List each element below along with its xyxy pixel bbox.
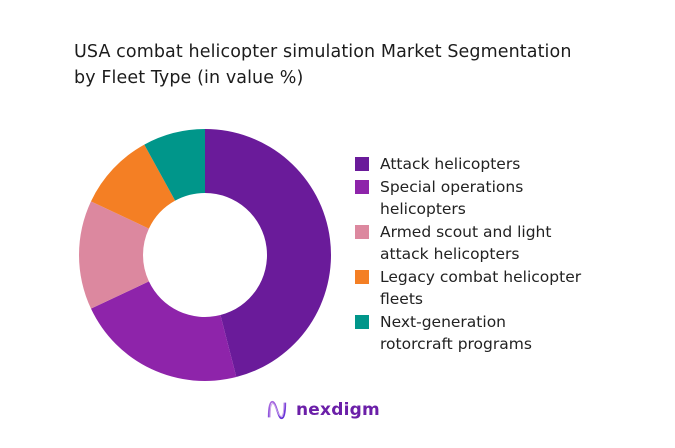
legend-label: fleets (380, 290, 423, 308)
chart-legend: Attack helicopters Special operations he… (355, 153, 615, 356)
donut-slice-attack-helicopters (205, 129, 332, 378)
legend-swatch (355, 269, 369, 284)
legend-label: helicopters (380, 200, 466, 218)
legend-swatch (355, 157, 369, 171)
legend-label: Attack helicopters (380, 155, 521, 173)
legend-label: rotorcraft programs (380, 335, 532, 353)
legend-item-next-generation: Next-generation rotorcraft programs (355, 311, 615, 356)
logo-text: nexdigm (296, 400, 380, 420)
legend-label: Armed scout and light (380, 222, 552, 241)
chart-title: USA combat helicopter simulation Market … (74, 39, 634, 91)
legend-label: Next-generation (380, 312, 506, 331)
donut-slice-next-generation-rotorcraft-programs (144, 129, 205, 201)
legend-item-attack-helicopters: Attack helicopters (355, 153, 615, 176)
legend-swatch (355, 314, 369, 329)
legend-item-armed-scout: Armed scout and light attack helicopters (355, 221, 615, 266)
donut-slice-special-operations-helicopters (90, 281, 237, 381)
legend-label: attack helicopters (380, 245, 520, 263)
chart-title-line-2: by Fleet Type (in value %) (74, 68, 304, 88)
nexdigm-wave-icon (267, 400, 287, 420)
chart-title-line-1: USA combat helicopter simulation Market … (74, 42, 572, 62)
legend-label: Special operations (380, 177, 524, 196)
legend-swatch (355, 179, 369, 194)
legend-swatch (355, 224, 369, 239)
legend-label: Legacy combat helicopter (380, 267, 582, 286)
nexdigm-logo: nexdigm (266, 398, 380, 422)
donut-slice-armed-scout-and-light-attack-helicopters (78, 201, 149, 309)
legend-item-special-operations: Special operations helicopters (355, 176, 615, 221)
donut-slice-legacy-combat-helicopter-fleets (90, 144, 176, 229)
legend-item-legacy-fleets: Legacy combat helicopter fleets (355, 266, 615, 311)
